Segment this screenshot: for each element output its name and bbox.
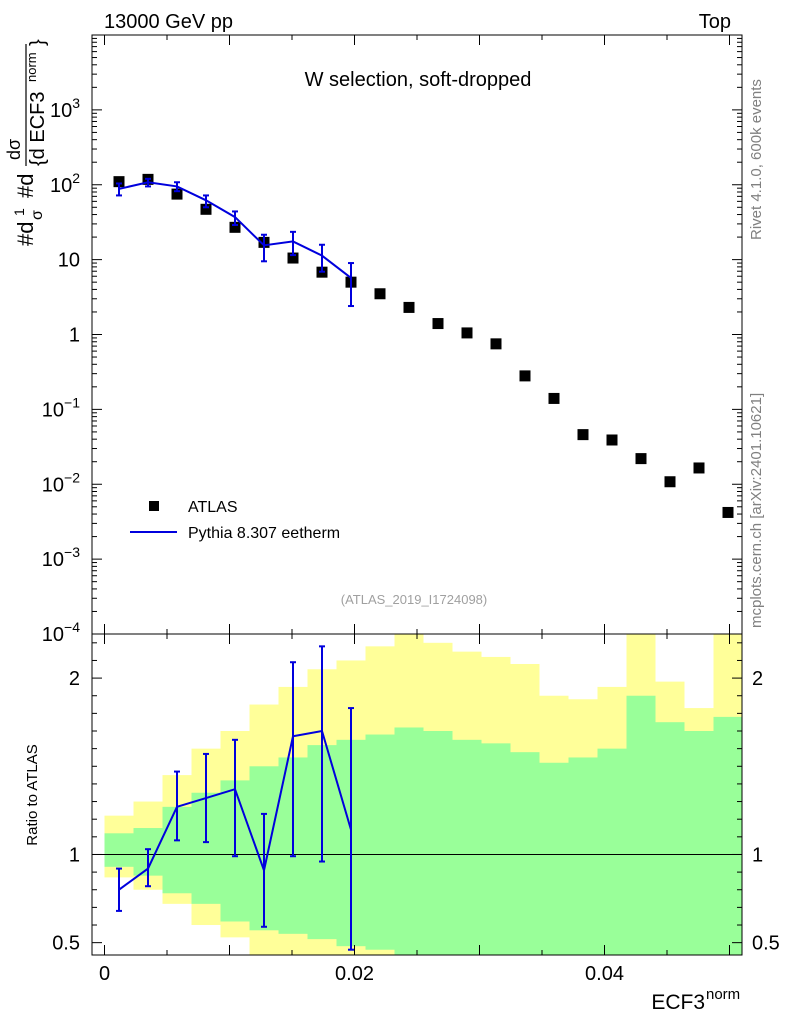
header-left: 13000 GeV pp [104,11,233,33]
ratio-ytick-label: 0.5 [52,933,80,955]
ratio-band-inner [626,695,656,955]
ratio-band-inner [597,748,627,955]
x-axis-label-main: ECF3 [651,991,705,1014]
atlas-marker [606,434,618,446]
atlas-marker [374,288,386,300]
atlas-marker [287,252,299,264]
main-frame [91,34,743,635]
x-axis-label: ECF3 norm [651,986,740,1014]
ratio-ytick-label: 1 [69,844,80,866]
ratio-ytick-label-right: 0.5 [752,933,780,955]
ratio-band-inner [481,743,511,955]
ratio-ylabel: Ratio to ATLAS [24,744,41,845]
atlas-marker [635,453,647,465]
mcplots-label: mcplots.cern.ch [arXiv:2401.10621] [748,393,765,628]
main-ytick-label: 10−3 [42,544,80,571]
atlas-marker [722,506,734,518]
analysis-id: (ATLAS_2019_I1724098) [341,592,487,607]
ratio-band-inner [394,727,424,955]
ratio-band-inner [684,731,714,955]
atlas-marker [403,301,415,313]
ratio-band-inner [104,833,134,867]
main-ytick-label: 10−2 [42,469,80,496]
ratio-band-inner [713,716,742,955]
atlas-marker [432,318,444,330]
ratio-ytick-label-right: 2 [752,668,763,690]
ratio-ytick-label: 2 [69,668,80,690]
plot-title: W selection, soft-dropped [305,69,532,91]
atlas-marker [519,370,531,382]
rivet-label: Rivet 4.1.0, 600k events [748,79,765,240]
atlas-marker [113,176,125,188]
svg-text:norm: norm [24,52,39,82]
main-ytick-label: 1 [69,325,80,347]
atlas-marker [461,327,473,339]
atlas-marker [577,429,589,441]
ratio-panel: 0 0.02 0.04 0.5 0.5 1 1 2 2 Ratio to ATLAS ECF3 … [24,633,780,1014]
svg-text:dσ: dσ [4,139,24,160]
header-right: Top [699,11,731,33]
x-axis-label-sup: norm [706,986,740,1003]
ratio-band-inner [568,757,598,955]
ratio-frame [91,633,743,956]
ratio-band-inner [452,739,482,955]
legend: ATLAS Pythia 8.307 eetherm [130,499,340,542]
legend-label-pythia: Pythia 8.307 eetherm [188,525,340,542]
atlas-marker [490,338,502,350]
ratio-band-inner [510,752,540,955]
ratio-xtick-label: 0.02 [335,963,374,985]
main-panel: W selection, soft-dropped (ATLAS_2019_I1… [4,34,743,646]
svg-text:}: } [27,39,49,46]
atlas-marker [693,462,705,474]
legend-label-atlas: ATLAS [188,499,238,516]
main-ytick-label: 10−1 [42,394,80,421]
main-ytick-label: 102 [50,170,80,197]
svg-text:#d: #d [13,174,38,198]
ratio-band-inner [655,722,685,955]
atlas-marker [229,221,241,233]
ratio-xtick-label: 0 [99,963,110,985]
main-ytick-label: 10 [58,250,80,272]
atlas-marker [171,188,183,200]
svg-text:σ: σ [29,210,46,220]
svg-text:#d: #d [13,222,38,246]
ratio-band-inner [423,731,453,955]
atlas-marker [664,476,676,488]
main-ylabel-parts: #d 1 σ #d dσ {d ECF3 norm } [4,39,49,246]
svg-text:{d ECF3: {d ECF3 [27,92,49,166]
atlas-marker [548,392,560,404]
svg-text:1: 1 [11,208,27,216]
ratio-band-inner [365,734,395,950]
ratio-xtick-label: 0.04 [585,963,624,985]
ratio-ytick-label-right: 1 [752,844,763,866]
main-ytick-label: 10−4 [42,619,80,646]
legend-marker-atlas [149,501,159,511]
atlas-marker [200,203,212,215]
main-ytick-label: 103 [50,95,80,122]
ratio-band-inner [539,762,569,955]
